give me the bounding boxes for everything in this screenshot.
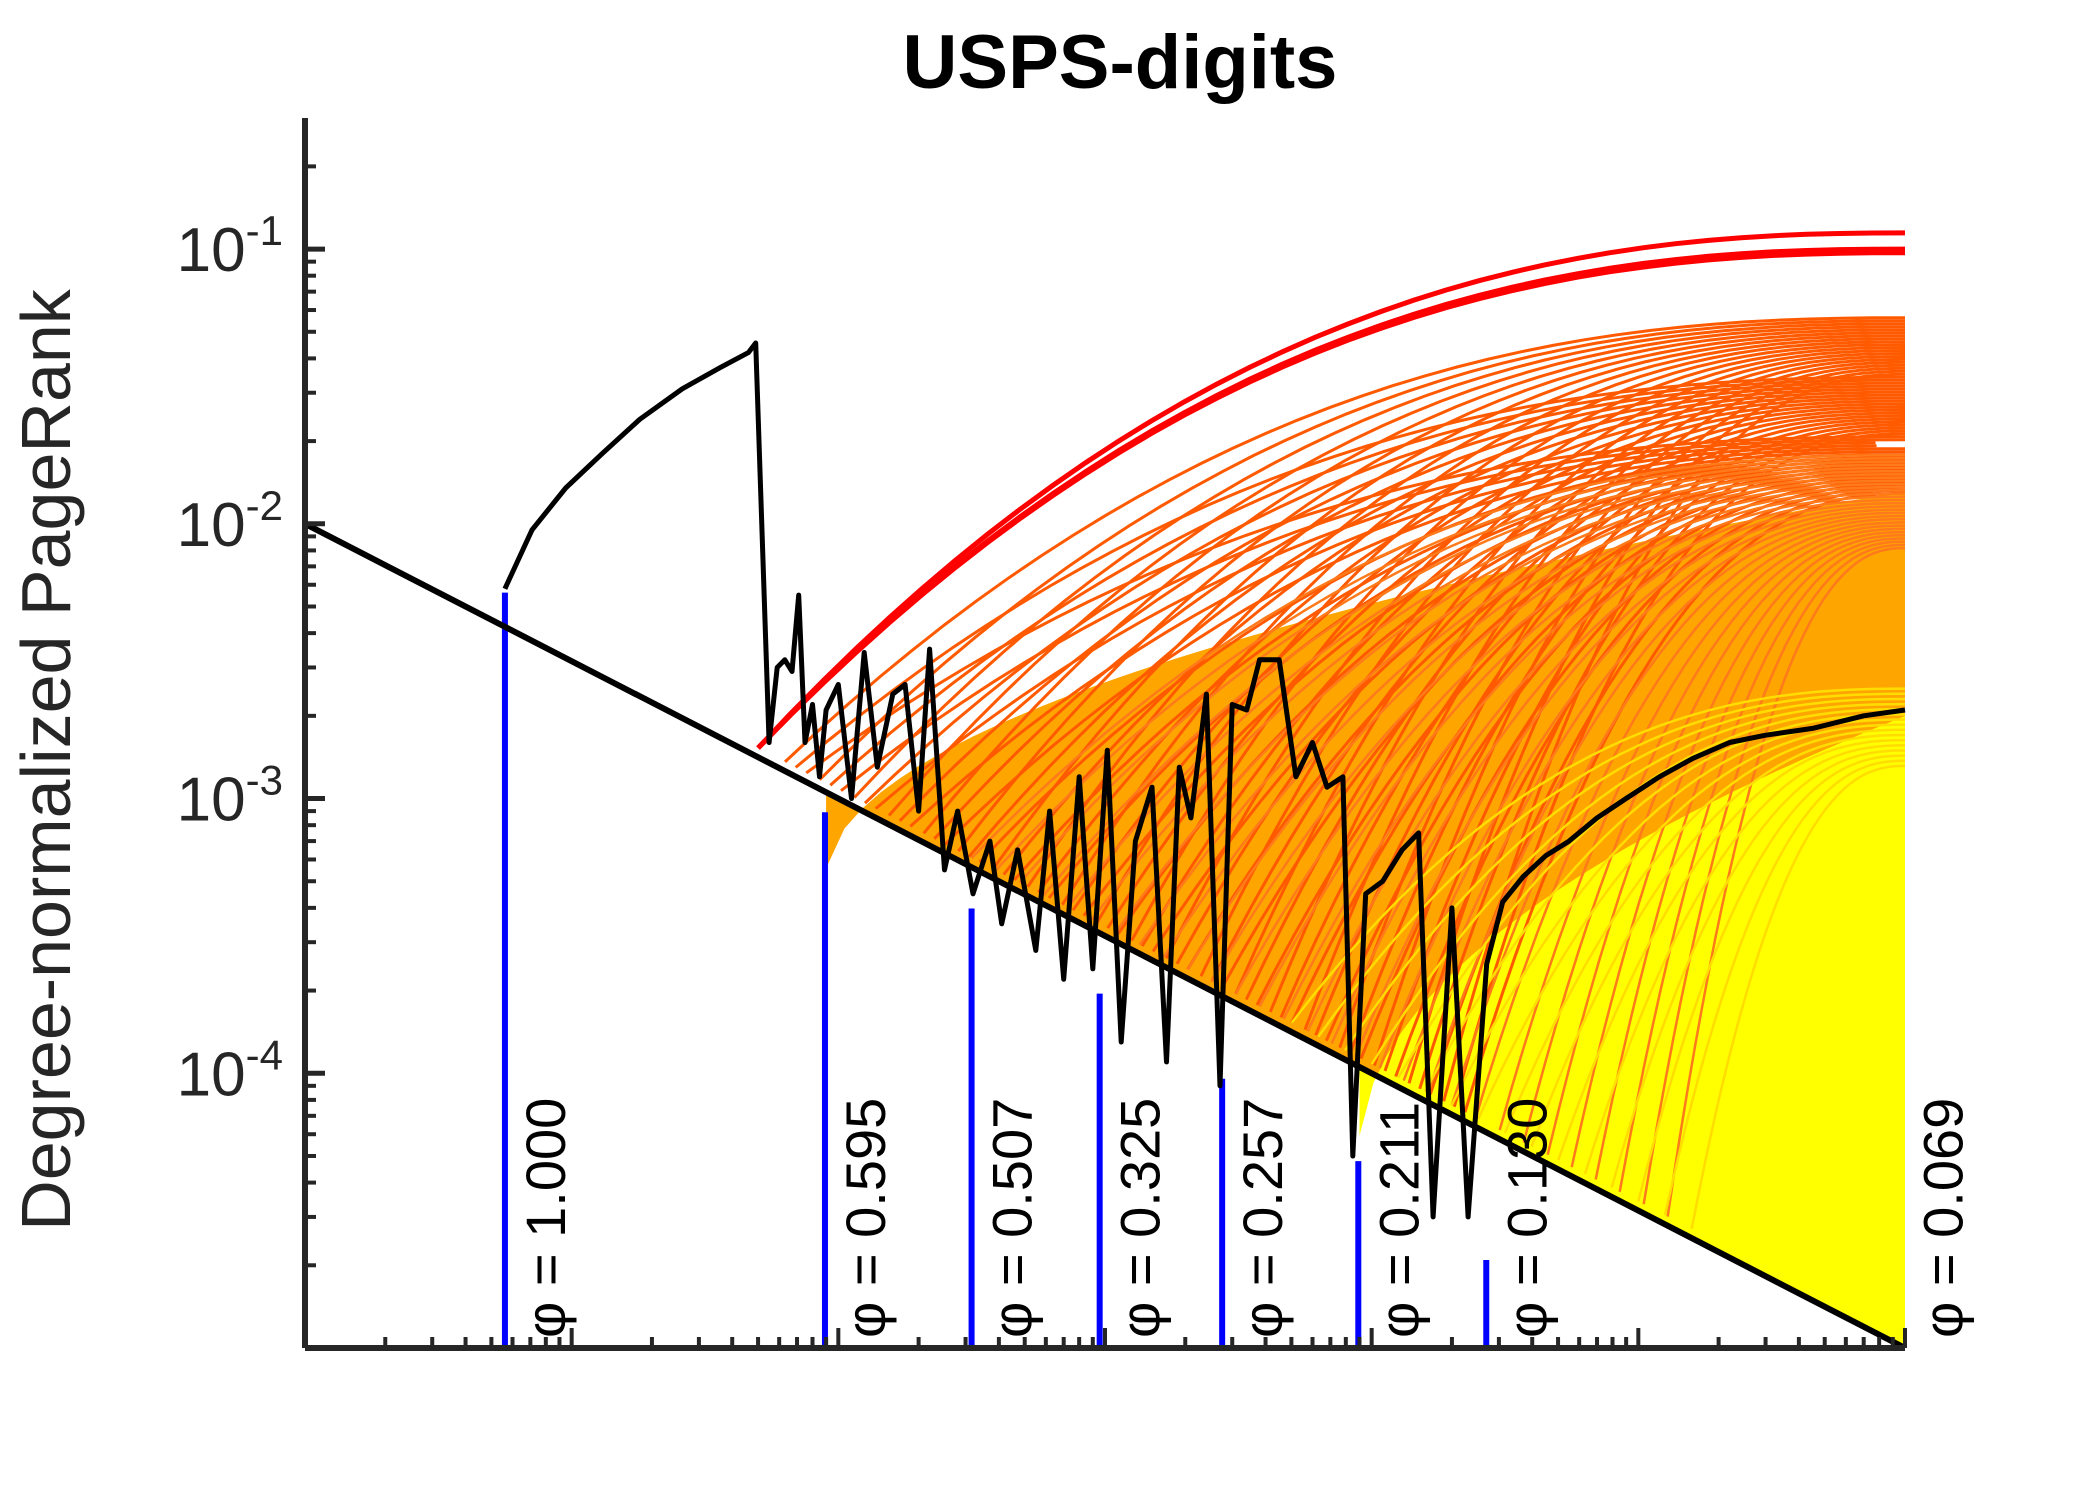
phi-label: φ = 0.257 (1231, 1098, 1294, 1338)
phi-label: φ = 0.130 (1495, 1098, 1558, 1338)
orange-curve (1378, 508, 1906, 1069)
phi-label: φ = 1.000 (514, 1098, 577, 1338)
yellow-curve (1343, 697, 1905, 1052)
orange-curve (994, 457, 1906, 872)
orange-curve (1282, 495, 1906, 1020)
yellow-curve (1583, 744, 1906, 1175)
y-tick-label: 10-4 (177, 1031, 283, 1109)
yellow-curve (1503, 728, 1905, 1134)
orange-curve (1474, 521, 1906, 1119)
orange-red-curve (1026, 337, 1906, 888)
orange-red-curve (943, 447, 1906, 846)
orange-curve (1090, 469, 1905, 921)
orange-curve (1114, 473, 1905, 933)
yellow-curve (1370, 702, 1906, 1065)
black-path-layer (303, 340, 1907, 1351)
orange-red-curve (1071, 399, 1906, 912)
orange-red-curve (909, 444, 1877, 828)
yellow-curve (1663, 759, 1906, 1216)
orange-curve (1354, 505, 1906, 1057)
orange-curve (1210, 485, 1906, 983)
orange-curve (1186, 482, 1906, 970)
yellow-curve (1690, 764, 1906, 1230)
orange-red-curve (1314, 420, 1906, 1036)
yellow-curve (1477, 723, 1906, 1120)
orange-curve (1234, 489, 1906, 995)
orange-curve (1450, 517, 1906, 1106)
orange-red-curve (1037, 396, 1906, 894)
orange-red-curve (783, 316, 1905, 763)
y-axis-label: Degree-normalized PageRank (7, 288, 85, 1231)
orange-curve (1618, 540, 1906, 1193)
yellow-band-fill (1359, 716, 1905, 1348)
y-tick-label: 10-1 (177, 207, 283, 285)
y-tick-label: 10-3 (177, 757, 283, 835)
orange-curve (1594, 537, 1906, 1180)
orange-curve (1522, 527, 1906, 1143)
yellow-curve (1610, 749, 1905, 1189)
orange-red-curve (1002, 393, 1906, 876)
orange-red-curve (1394, 485, 1906, 1078)
orange-curve (970, 453, 1906, 859)
orange-curve (1498, 524, 1906, 1131)
orange-curve (1426, 514, 1906, 1094)
orange-red-curve (991, 334, 1906, 870)
phi-label: φ = 0.069 (1911, 1098, 1974, 1338)
orange-red-curve (1463, 491, 1906, 1113)
orange-curve (1546, 530, 1906, 1155)
red-curve (756, 230, 1906, 750)
phi-label: φ = 0.595 (834, 1098, 897, 1338)
orange-curve (1018, 460, 1906, 884)
phi-label: φ = 0.211 (1367, 1102, 1430, 1338)
orange-curve (1138, 476, 1906, 946)
orange-curve (1570, 534, 1906, 1168)
phi-label: φ = 0.507 (981, 1098, 1044, 1338)
orange-red-curve (840, 438, 1906, 792)
plot-area: φ = 1.000 φ = 0.595 φ = 0.507 φ = 0.325 φ = … (177, 118, 1974, 1351)
yellow-curve (1637, 754, 1906, 1202)
boundary-line (303, 521, 1907, 1351)
series-curve-layer (756, 230, 1906, 1230)
orange-curve (1258, 492, 1906, 1007)
yellow-curve (1530, 733, 1906, 1147)
red-curve (756, 250, 1906, 750)
orange-red-curve (874, 441, 1876, 810)
orange-curve (1162, 479, 1906, 958)
orange-curve (1330, 501, 1906, 1045)
orange-curve (1642, 543, 1906, 1205)
black-sweep-path (502, 340, 1906, 1220)
yellow-curve (1290, 687, 1906, 1024)
y-tick-label: 10-2 (177, 482, 283, 560)
orange-red-curve (1130, 346, 1906, 942)
orange-red-curve (957, 331, 1906, 853)
yellow-curve (1557, 738, 1905, 1161)
orange-curve (1666, 546, 1906, 1217)
orange-red-curve (805, 435, 1906, 775)
phi-marker-layer: φ = 1.000 φ = 0.595 φ = 0.507 φ = 0.325 φ = … (501, 592, 1974, 1348)
orange-curve (1402, 511, 1906, 1082)
chart-title: USPS-digits (903, 20, 1338, 105)
orange-red-curve (1234, 355, 1906, 995)
phi-label: φ = 0.325 (1109, 1098, 1172, 1338)
orange-red-curve (794, 375, 1906, 769)
yellow-curve (1317, 692, 1906, 1038)
orange-curve (1042, 463, 1906, 896)
orange-red-curve (933, 387, 1906, 840)
yellow-curve (1423, 713, 1906, 1093)
axes: 10-1 10-2 10-3 10-4 (177, 118, 1907, 1351)
orange-red-curve (1244, 414, 1906, 1001)
orange-red-curve (1106, 402, 1906, 929)
